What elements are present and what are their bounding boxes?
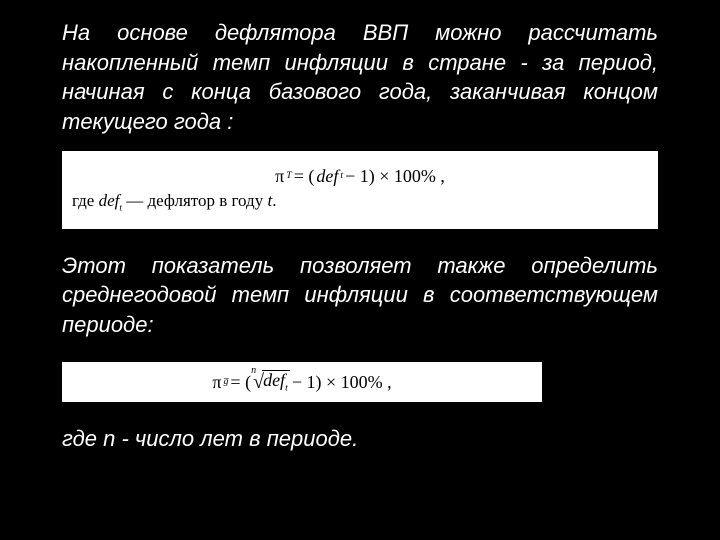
paragraph-2: Этот показатель позволяет также определи…: [62, 251, 658, 340]
equals-open: = (: [230, 373, 251, 391]
note-def: def: [99, 191, 120, 210]
note-dot: .: [272, 191, 276, 210]
pi-symbol: π: [275, 167, 284, 185]
spacer: [62, 402, 658, 424]
slide: На основе дефлятора ВВП можно рассчитать…: [0, 0, 720, 540]
nth-root: n √ deft: [253, 370, 290, 394]
formula-tail: − 1) × 100% ,: [345, 167, 445, 185]
paragraph-1: На основе дефлятора ВВП можно рассчитать…: [62, 18, 658, 137]
def-subscript: t: [285, 382, 288, 393]
spacer: [62, 340, 658, 362]
paragraph-3: где n - число лет в периоде.: [62, 424, 658, 454]
formula-2: πg̅ = ( n √ deft − 1) × 100% ,: [72, 370, 532, 394]
note-text: — дефлятор в году: [122, 191, 268, 210]
formula-tail: − 1) × 100% ,: [292, 373, 392, 391]
formula-1: πT = ( deft − 1) × 100% ,: [72, 167, 648, 185]
spacer: [62, 229, 658, 251]
root-index: n: [251, 366, 256, 376]
formula-box-1: πT = ( deft − 1) × 100% , где deft — деф…: [62, 151, 658, 229]
radicand: deft: [262, 370, 290, 394]
pi-subscript: g̅: [223, 377, 228, 387]
def-symbol: def: [263, 370, 285, 390]
pi-symbol: π: [212, 373, 221, 391]
def-subscript: t: [340, 171, 343, 181]
formula-box-2: πg̅ = ( n √ deft − 1) × 100% ,: [62, 362, 542, 402]
spacer: [62, 137, 658, 151]
pi-subscript: T: [286, 171, 292, 181]
equals-open: = (: [294, 167, 315, 185]
def-symbol: def: [316, 167, 338, 185]
note-where: где: [72, 191, 99, 210]
formula-1-note: где deft — дефлятор в году t.: [72, 185, 648, 213]
